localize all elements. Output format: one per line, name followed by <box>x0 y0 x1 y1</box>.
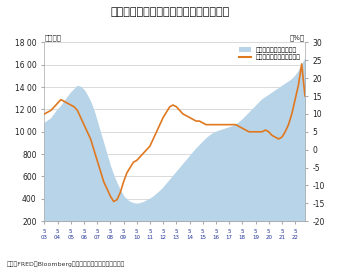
Text: （千件）: （千件） <box>45 34 62 41</box>
Text: 建設中の新築住宅件数と住宅価格の推移: 建設中の新築住宅件数と住宅価格の推移 <box>110 7 230 17</box>
Legend: 建設中の新築住宅（左）, 価格中央値（前年比、右）: 建設中の新築住宅（左）, 価格中央値（前年比、右） <box>238 46 302 61</box>
Text: 出所：FRED、Bloombergのデータをもとに東洋証券作成: 出所：FRED、Bloombergのデータをもとに東洋証券作成 <box>7 261 125 267</box>
Text: （%）: （%） <box>290 34 305 41</box>
